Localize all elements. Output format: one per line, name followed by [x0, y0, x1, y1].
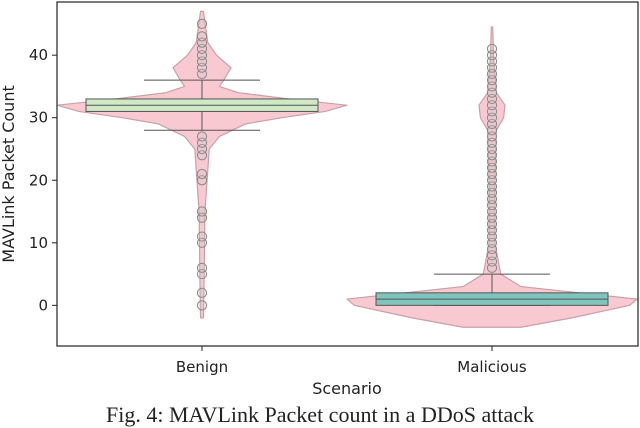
y-tick-label: 20: [29, 171, 48, 189]
x-tick-label: Malicious: [457, 358, 527, 376]
y-tick-label: 0: [38, 296, 48, 314]
x-tick-label: Benign: [176, 358, 228, 376]
y-tick-label: 10: [29, 234, 48, 252]
outlier-point: [486, 43, 498, 55]
y-axis-label: MAVLink Packet Count: [0, 85, 18, 262]
outlier-point: [196, 300, 208, 311]
figure-caption: Fig. 4: MAVLink Packet count in a DDoS a…: [106, 402, 534, 427]
outlier-point: [196, 31, 208, 42]
outlier-point: [196, 168, 208, 180]
outlier-point: [196, 131, 208, 142]
y-tick-label: 40: [29, 46, 48, 64]
outlier-point: [196, 231, 208, 242]
outlier-point: [196, 206, 208, 217]
violin-benign: [56, 10, 348, 319]
plot-frame: [56, 1, 639, 347]
outlier-point: [196, 262, 208, 273]
outlier-point: [196, 18, 208, 29]
x-axis-label: Scenario: [312, 379, 382, 398]
outlier-point: [196, 287, 208, 298]
y-tick-label: 30: [29, 109, 48, 127]
